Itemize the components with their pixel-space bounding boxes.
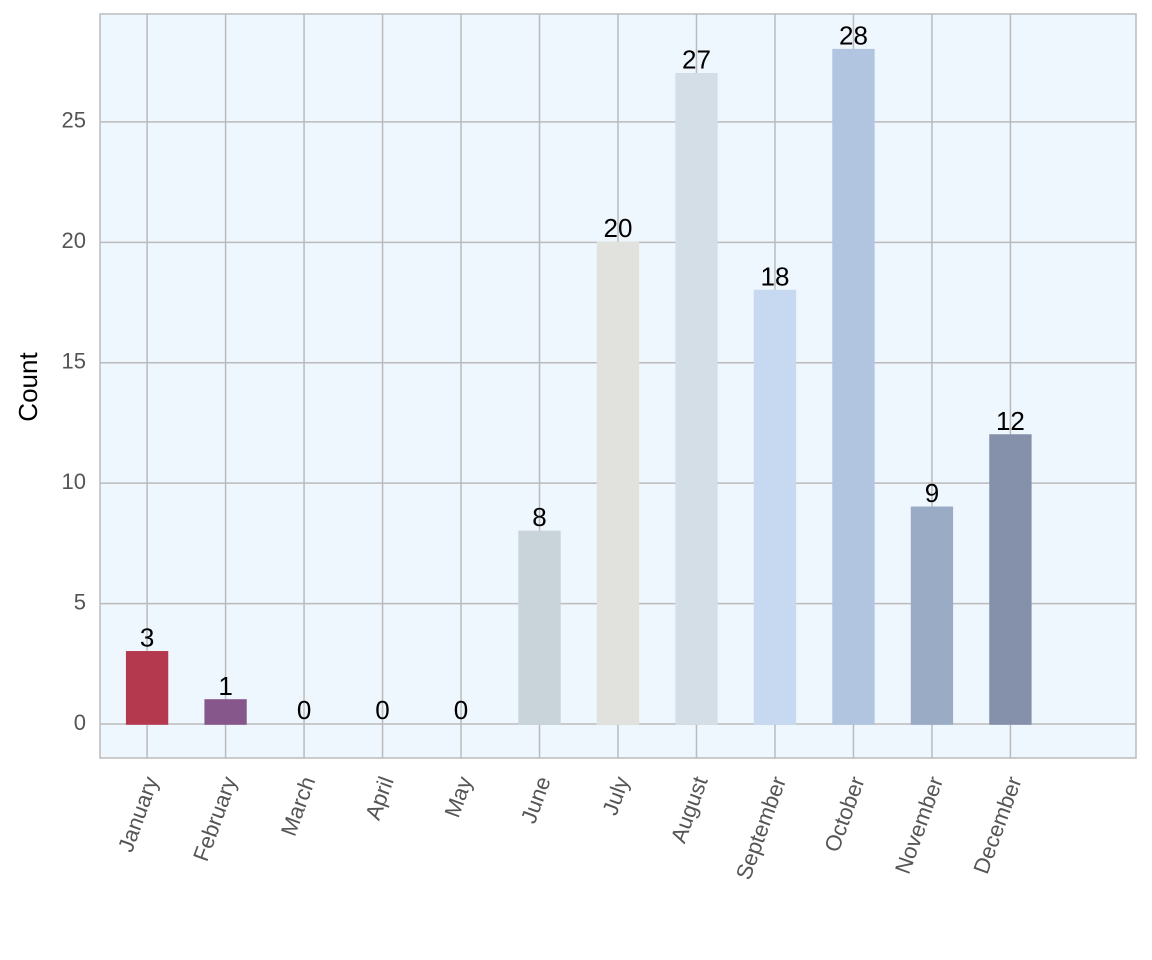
y-tick-label: 25	[62, 108, 86, 133]
bar	[832, 48, 875, 725]
y-tick-label: 5	[74, 589, 86, 614]
bar	[125, 651, 169, 725]
y-tick-label: 15	[62, 349, 86, 374]
bar	[910, 506, 954, 725]
x-tick-label: April	[360, 773, 399, 823]
bar	[753, 289, 797, 725]
data-label: 27	[682, 45, 711, 75]
x-tick-label: September	[731, 773, 791, 883]
x-tick-label: March	[276, 773, 320, 839]
data-label: 18	[761, 261, 790, 291]
x-tick-label: August	[666, 773, 713, 846]
y-tick-label: 10	[62, 469, 86, 494]
x-tick-label: October	[819, 773, 869, 855]
y-tick-label: 0	[74, 710, 86, 735]
data-label: 20	[604, 213, 633, 243]
x-tick-label: February	[188, 773, 242, 864]
data-label: 0	[297, 695, 311, 725]
data-label: 3	[140, 623, 154, 653]
data-label: 8	[532, 502, 546, 532]
x-tick-label: January	[113, 773, 163, 855]
y-axis-label: Count	[13, 352, 43, 422]
x-tick-label: November	[890, 773, 948, 877]
y-tick-label: 20	[62, 228, 86, 253]
data-label: 1	[218, 671, 232, 701]
bar	[596, 241, 640, 725]
x-tick-label: June	[516, 773, 556, 826]
data-label: 0	[375, 695, 389, 725]
x-tick-label: May	[439, 773, 477, 821]
data-label: 12	[996, 406, 1025, 436]
data-label: 28	[839, 21, 868, 51]
bar	[204, 699, 247, 725]
x-tick-label: December	[968, 773, 1026, 877]
bar	[518, 530, 561, 725]
data-label: 9	[925, 478, 939, 508]
data-label: 0	[454, 695, 468, 725]
x-tick-label: July	[597, 773, 634, 818]
bar	[989, 434, 1032, 725]
bar	[675, 72, 718, 725]
